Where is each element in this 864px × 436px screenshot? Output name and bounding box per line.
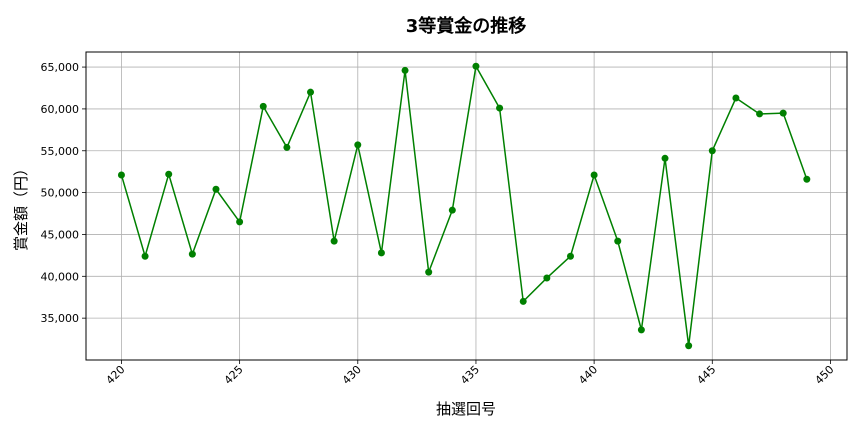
data-point	[307, 88, 315, 96]
x-tick-label: 445	[694, 363, 718, 387]
axes: 420 425 430 435 440 445 450 35,000 40,000 45,000 5…	[41, 51, 848, 387]
y-tick-label: 65,000	[41, 61, 80, 74]
data-point	[330, 237, 338, 245]
data-point	[188, 250, 196, 258]
data-point	[401, 66, 409, 74]
data-point	[259, 102, 267, 110]
data-point	[425, 268, 433, 276]
series	[117, 62, 811, 350]
data-point	[236, 218, 244, 226]
y-tick-label: 40,000	[41, 270, 80, 283]
data-point	[472, 62, 480, 70]
plot-frame	[85, 51, 848, 361]
x-tick-label: 440	[576, 363, 600, 387]
data-point	[685, 342, 693, 350]
data-point	[543, 274, 551, 282]
data-point	[117, 171, 125, 179]
y-tick-label: 45,000	[41, 228, 80, 241]
data-point	[448, 206, 456, 214]
data-point	[779, 109, 787, 117]
y-tick-label: 60,000	[41, 103, 80, 116]
y-axis-label: 賞金額（円）	[12, 161, 30, 251]
data-point	[165, 170, 173, 178]
x-axis-label: 抽選回号	[436, 400, 496, 418]
y-tick-label: 35,000	[41, 312, 80, 325]
series-line	[120, 64, 808, 346]
y-tick-label: 50,000	[41, 187, 80, 200]
data-point	[377, 249, 385, 257]
y-tick-label: 55,000	[41, 145, 80, 158]
data-point	[803, 175, 811, 183]
x-tick-label: 450	[813, 363, 837, 387]
chart-title: 3等賞金の推移	[406, 15, 527, 37]
grid	[86, 52, 847, 360]
x-tick-label: 430	[340, 363, 364, 387]
data-point	[566, 252, 574, 260]
data-point	[590, 171, 598, 179]
data-point	[496, 104, 504, 112]
data-point	[519, 297, 527, 305]
x-tick-label: 420	[104, 363, 128, 387]
data-point	[756, 110, 764, 118]
x-tick-label: 425	[222, 363, 246, 387]
data-point	[212, 185, 220, 193]
data-point	[732, 94, 740, 102]
data-point	[661, 154, 669, 162]
data-point	[637, 326, 645, 334]
data-point	[708, 147, 716, 155]
data-point	[141, 252, 149, 260]
data-point	[614, 237, 622, 245]
data-point	[283, 143, 291, 151]
data-point	[354, 141, 362, 149]
x-tick-label: 435	[458, 363, 482, 387]
